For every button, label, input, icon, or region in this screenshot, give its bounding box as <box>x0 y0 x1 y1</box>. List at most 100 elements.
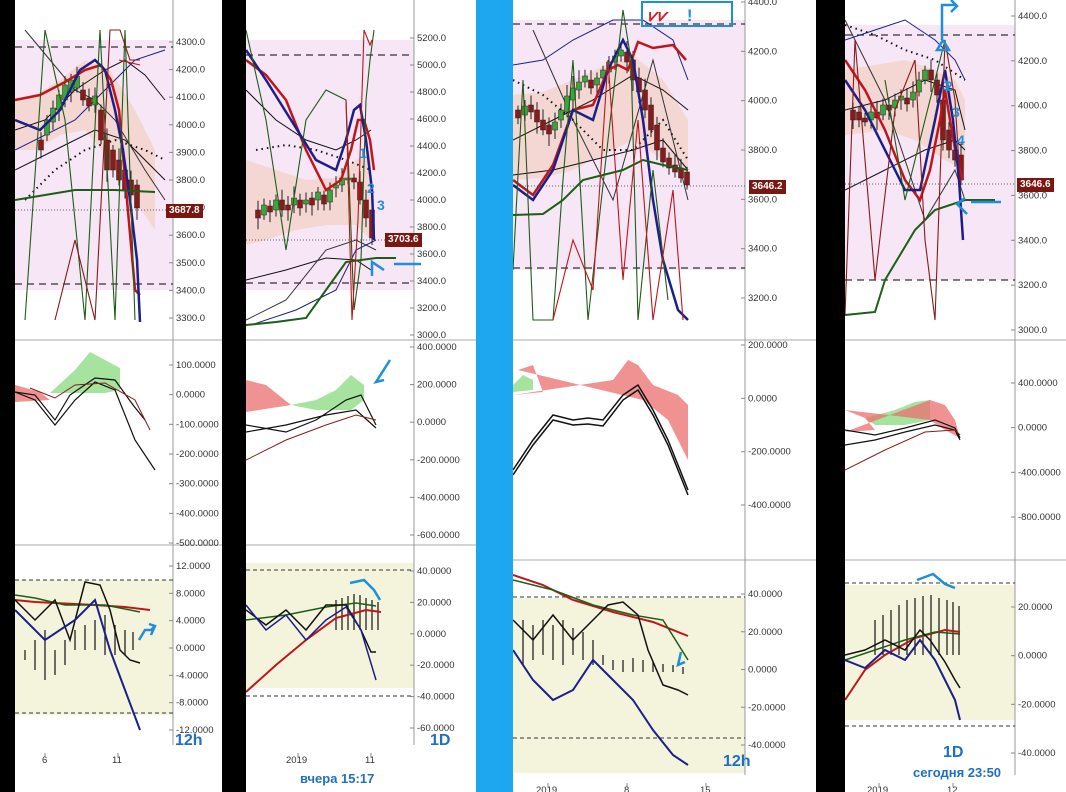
oscillator-line <box>246 608 382 693</box>
oscillator-line <box>513 649 689 766</box>
candle-body <box>351 177 357 183</box>
oscillator-line <box>15 594 141 613</box>
ma-red-line <box>845 59 965 203</box>
wave-label-2: 2 <box>367 180 375 196</box>
candle-body <box>297 199 303 209</box>
chart-canvas-4[interactable]: 4400.0 4200.0 4000.0 3800.0 3600.0 3400.0 3200… <box>845 0 1066 792</box>
oscillator-spike-line <box>54 29 140 321</box>
oscillator-line <box>845 638 961 721</box>
bollinger-band <box>246 150 371 245</box>
axis-tick-label: 40.0000 <box>417 566 451 577</box>
candle-body <box>273 199 279 211</box>
candle-body <box>904 97 910 105</box>
axis-tick-label: 3500.0 <box>176 258 205 269</box>
candle-body <box>80 89 86 101</box>
annotation-arrow <box>370 259 385 276</box>
date-tick-label: 2019 <box>867 785 888 792</box>
candle-body <box>134 184 140 209</box>
annotation-arrow <box>373 359 392 384</box>
timestamp-caption: сегодня 23:50 <box>913 765 1002 780</box>
annotation-arrow <box>349 578 382 601</box>
axis-tick-label: 3800.0 <box>417 222 446 233</box>
axis-tick-label: 3600.0 <box>748 194 777 205</box>
oscillator-line <box>15 581 141 664</box>
chart-canvas-1[interactable]: 4300.04200.04100.04000.03900.03800.03700… <box>15 0 222 792</box>
chart-canvas-2[interactable]: 5200.0 5000.0 4800.0 4600.0 4400.0 4200.0 4000… <box>246 0 476 792</box>
axis-tick-label: 4200.0 <box>417 168 446 179</box>
candle-body <box>44 119 50 136</box>
annotation-arrow <box>916 572 956 590</box>
axis-tick-label: -4.0000 <box>176 670 208 681</box>
macd-line <box>513 388 689 496</box>
axis-tick-label: -40.0000 <box>748 740 786 751</box>
macd-negative-ribbon <box>845 400 960 438</box>
axis-tick-label: -800.0000 <box>1018 512 1061 523</box>
ichimoku-cloud-zone <box>845 25 1015 280</box>
axis-tick-label: 4000.0 <box>1018 101 1047 112</box>
axis-tick-label: 0.0000 <box>417 629 446 640</box>
candle-body <box>522 105 528 116</box>
timeframe-label: 12h <box>175 732 203 749</box>
axis-tick-label: 4200.0 <box>1018 56 1047 67</box>
wave-label-2: 2 <box>945 78 953 94</box>
axis-tick-label: 3200.0 <box>1018 280 1047 291</box>
candle-body <box>546 124 552 135</box>
axis-tick-label: 0.0000 <box>176 390 205 401</box>
candle-body <box>515 109 521 119</box>
candle-body <box>38 139 44 151</box>
axis-tick-label: 40.0000 <box>748 589 782 600</box>
axis-tick-label: 0.0000 <box>1018 651 1047 662</box>
candle-body <box>862 117 868 123</box>
last-price-badge: 3687.8 <box>166 204 203 218</box>
axis-tick-label: 4000.0 <box>176 120 205 131</box>
axis-tick-label: -200.0000 <box>748 447 791 458</box>
oscillator-spike-line <box>845 39 961 321</box>
chart-panel-2[interactable]: 5200.0 5000.0 4800.0 4600.0 4400.0 4200.0 4000… <box>246 0 476 792</box>
date-tick-label: 12 <box>947 785 958 792</box>
chart-panel-1[interactable]: 4300.04200.04100.04000.03900.03800.03700… <box>15 0 222 792</box>
axis-tick-label: 5000.0 <box>417 60 446 71</box>
axis-tick-label: 4000.0 <box>417 195 446 206</box>
candle-body <box>363 199 369 219</box>
date-tick-label: 15 <box>700 785 711 792</box>
candle-body <box>92 95 98 106</box>
candle-body <box>321 194 327 205</box>
oscillator-spike-line <box>884 39 946 201</box>
candle-body <box>315 191 321 201</box>
axis-tick-label: -20.0000 <box>748 702 786 713</box>
axis-tick-label: 4400.0 <box>417 141 446 152</box>
wave-label-3: 3 <box>952 104 960 120</box>
axis-tick-label: 4000.0 <box>748 96 777 107</box>
axis-tick-label: -200.0000 <box>417 455 460 466</box>
oscillator-line <box>845 631 961 661</box>
chart-panel-3[interactable]: 4400.0 4200.0 4000.0 3800.0 3600.0 3400.0 3200… <box>513 0 816 792</box>
wave-label-1: 1 <box>943 77 951 93</box>
annotation-arrow <box>955 197 968 215</box>
ma-red-line <box>513 40 687 197</box>
candle-body <box>928 69 934 81</box>
bollinger-band <box>15 60 155 230</box>
axis-tick-label: 400.0000 <box>1018 378 1058 389</box>
axis-tick-label: 4.0000 <box>176 616 205 627</box>
ma-green-line <box>845 199 995 316</box>
candle-body <box>880 104 886 116</box>
oscillator-spike-line <box>345 29 373 321</box>
ichimoku-cloud-zone <box>246 40 414 290</box>
candle-body <box>285 204 291 211</box>
candle-body <box>110 149 116 171</box>
oscillator-line <box>246 602 377 621</box>
candle-body <box>255 209 261 219</box>
envelope-line <box>513 139 689 176</box>
macd-line <box>29 382 151 431</box>
timestamp-caption: вчера 15:17 <box>300 771 375 786</box>
axis-tick-label: 400.0000 <box>417 342 457 353</box>
chart-canvas-3[interactable]: 4400.0 4200.0 4000.0 3800.0 3600.0 3400.0 3200… <box>513 0 816 792</box>
axis-tick-label: 3200.0 <box>417 303 446 314</box>
axis-tick-label: -400.0000 <box>417 492 460 503</box>
oscillator-line <box>845 628 961 701</box>
timeframe-label: 1D <box>430 732 451 749</box>
oscillator-line <box>845 628 961 689</box>
axis-tick-label: 4600.0 <box>417 114 446 125</box>
chart-panel-4[interactable]: 4400.0 4200.0 4000.0 3800.0 3600.0 3400.0 3200… <box>845 0 1066 792</box>
candle-body <box>642 89 648 111</box>
